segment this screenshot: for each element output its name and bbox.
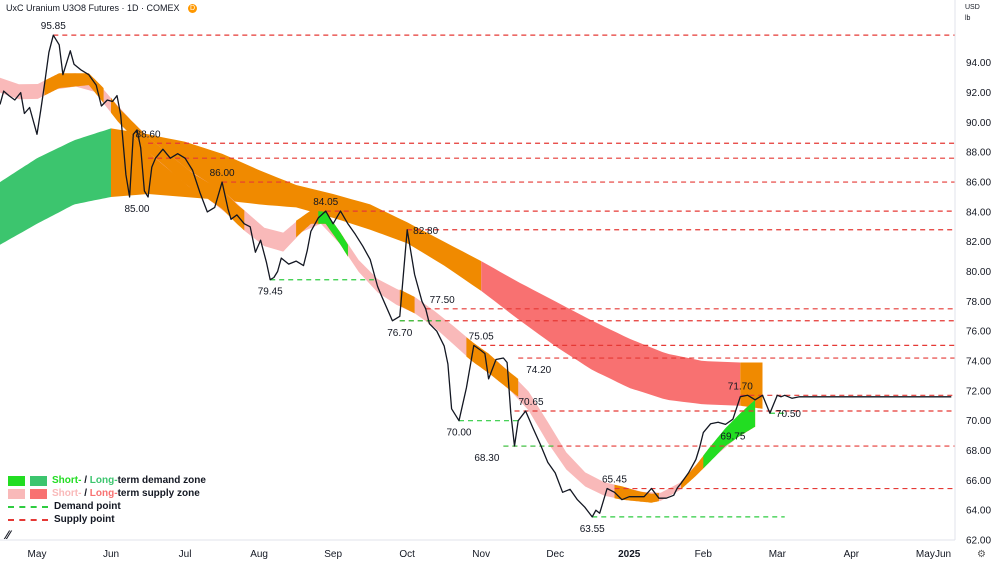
zones-layer — [0, 73, 763, 503]
price-label-6: 82.80 — [413, 226, 438, 237]
legend-supply-long: Long- — [89, 488, 118, 499]
legend-demand-long: Long- — [89, 475, 118, 486]
short-term-zone-overlap-0 — [44, 73, 104, 103]
long-term-zone-overlap — [111, 128, 482, 291]
y-tick-label-2: 66.00 — [966, 476, 991, 487]
short-term-zone-overlap-2 — [296, 210, 348, 257]
x-tick-label-2: Jul — [179, 549, 192, 560]
y-tick-label-11: 84.00 — [966, 207, 991, 218]
x-tick-label-11: Apr — [844, 549, 860, 560]
legend-supply-point: Supply point — [8, 513, 206, 526]
price-label-16: 71.70 — [728, 381, 753, 392]
short-term-zone-overlap-5 — [614, 484, 659, 503]
short-term-zone-overlap-3 — [399, 289, 415, 314]
currency-label[interactable]: USD — [965, 4, 980, 11]
price-label-4: 79.45 — [258, 287, 283, 298]
price-label-8: 77.50 — [430, 295, 455, 306]
dash-supply-point — [8, 518, 48, 521]
x-tick-label-7: Dec — [546, 549, 564, 560]
delayed-data-badge[interactable]: D — [188, 4, 198, 14]
x-tick-label-1: Jun — [103, 549, 119, 560]
y-tick-label-9: 80.00 — [966, 267, 991, 278]
legend-demand-sep: / — [81, 475, 90, 486]
unit-label[interactable]: lb — [965, 15, 971, 22]
legend-demand-point-label: Demand point — [54, 501, 121, 512]
legend-demand-zone: Short- / Long- term demand zone — [8, 474, 206, 487]
y-tick-label-3: 68.00 — [966, 446, 991, 457]
x-tick-label-6: Nov — [472, 549, 490, 560]
x-tick-label-extra: Jun — [935, 549, 951, 560]
x-tick-label-5: Oct — [399, 549, 415, 560]
dash-demand-point — [8, 505, 48, 508]
tradingview-logo-icon[interactable]: ⁄⁄ — [6, 528, 11, 542]
legend-supply-point-label: Supply point — [54, 514, 115, 525]
swatch-long-demand — [30, 475, 47, 486]
short-term-demand-zone-0 — [318, 211, 348, 257]
legend-demand-rest: term demand zone — [117, 475, 206, 486]
y-tick-label-5: 72.00 — [966, 386, 991, 397]
price-label-12: 70.65 — [519, 397, 544, 408]
x-tick-label-8: 2025 — [618, 549, 641, 560]
y-tick-label-6: 74.00 — [966, 357, 991, 368]
y-tick-label-14: 90.00 — [966, 118, 991, 129]
levels-layer — [53, 34, 955, 518]
swatch-short-supply — [8, 488, 25, 499]
price-label-2: 85.00 — [124, 204, 149, 215]
x-tick-label-3: Aug — [250, 549, 268, 560]
price-label-15: 63.55 — [580, 524, 605, 535]
swatch-long-supply — [30, 488, 47, 499]
long-term-supply-zone — [481, 261, 741, 406]
x-tick-label-9: Feb — [695, 549, 713, 560]
price-label-3: 86.00 — [210, 168, 235, 179]
price-label-9: 75.05 — [469, 331, 494, 342]
chart-header: UxC Uranium U3O8 Futures · 1D · COMEX D — [6, 3, 198, 14]
legend-supply-rest: term supply zone — [117, 488, 200, 499]
swatch-short-demand — [8, 475, 25, 486]
y-tick-label-0: 62.00 — [966, 536, 991, 547]
y-tick-label-4: 70.00 — [966, 416, 991, 427]
x-tick-label-10: Mar — [769, 549, 787, 560]
x-tick-label-12: May — [916, 549, 935, 560]
short-term-zone-overlap-4 — [466, 337, 519, 397]
gear-icon[interactable]: ⚙ — [977, 549, 986, 560]
price-line-layer — [0, 34, 952, 518]
price-label-10: 70.00 — [446, 428, 471, 439]
legend-demand-short: Short- — [52, 475, 82, 486]
price-label-7: 76.70 — [387, 328, 412, 339]
legend-supply-zone: Short- / Long- term supply zone — [8, 487, 206, 500]
short-term-demand-zone-1 — [703, 399, 756, 469]
y-tick-label-12: 86.00 — [966, 178, 991, 189]
price-label-13: 68.30 — [474, 453, 499, 464]
price-label-17: 69.75 — [720, 431, 745, 442]
short-term-zone-overlap-1 — [111, 97, 245, 231]
legend-supply-sep: / — [81, 488, 90, 499]
y-tick-label-1: 64.00 — [966, 506, 991, 517]
y-tick-label-13: 88.00 — [966, 148, 991, 159]
symbol-title[interactable]: UxC Uranium U3O8 Futures · 1D · COMEX — [6, 3, 180, 13]
price-label-0: 95.85 — [41, 21, 66, 32]
chart-legend: Short- / Long- term demand zone Short- /… — [8, 474, 206, 526]
y-tick-label-15: 92.00 — [966, 88, 991, 99]
price-label-11: 74.20 — [526, 365, 551, 376]
y-tick-label-10: 82.00 — [966, 237, 991, 248]
price-label-5: 84.05 — [313, 197, 338, 208]
price-label-18: 70.50 — [776, 409, 801, 420]
x-tick-label-4: Sep — [324, 549, 342, 560]
price-labels-layer: 95.85 88.60 85.00 86.00 79.45 84.05 82.80 76.70… — [41, 21, 802, 535]
y-tick-label-8: 78.00 — [966, 297, 991, 308]
long-term-zone-overlap-recent — [740, 362, 763, 409]
legend-demand-point: Demand point — [8, 500, 206, 513]
price-label-1: 88.60 — [136, 129, 161, 140]
long-term-demand-zone — [0, 128, 111, 245]
x-tick-label-0: May — [28, 549, 47, 560]
legend-supply-short: Short- — [52, 488, 82, 499]
y-tick-label-7: 76.00 — [966, 327, 991, 338]
y-tick-label-16: 94.00 — [966, 58, 991, 69]
price-label-14: 65.45 — [602, 475, 627, 486]
price-line — [0, 34, 952, 518]
